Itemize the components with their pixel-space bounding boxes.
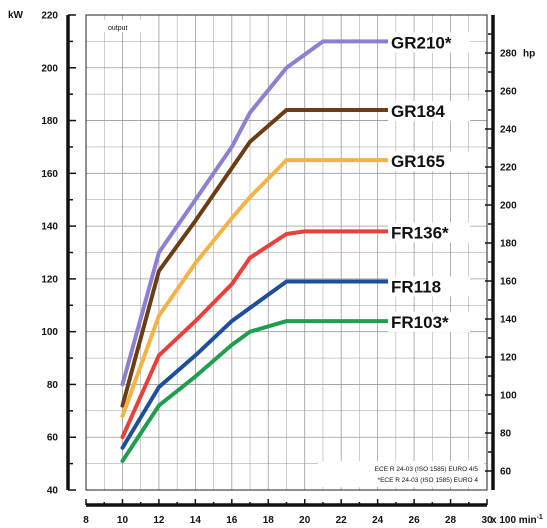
notes-bg — [318, 461, 484, 487]
bottom-tick-label: 22 — [336, 515, 348, 526]
left-tick-label: 220 — [41, 11, 58, 22]
note-line-1: ECE R 24-03 (ISO 1585) EURO 4/5 — [375, 466, 479, 473]
right-tick-label: 140 — [500, 315, 517, 326]
left-tick-label: 60 — [47, 433, 59, 444]
right-tick-label: 180 — [500, 239, 517, 250]
left-tick-label: 40 — [47, 486, 59, 497]
note-line-2: *ECE R 24-03 (ISO 1585) EURO 4 — [378, 477, 479, 484]
series-line-gr210 — [120, 39, 398, 387]
series-label: GR165 — [391, 152, 445, 171]
bottom-tick-label: 10 — [117, 515, 129, 526]
plot-frame — [85, 14, 488, 491]
series-label-bg — [388, 101, 470, 121]
right-tick-label: 220 — [500, 163, 517, 174]
bottom-tick-label: 28 — [445, 515, 457, 526]
bottom-axis-unit: x 100 min-1 — [491, 514, 543, 526]
series-label-bg — [388, 32, 470, 53]
right-axis-unit: hp — [523, 49, 535, 60]
bottom-tick-label: 18 — [263, 515, 275, 526]
bottom-tick-label: 16 — [226, 515, 238, 526]
bottom-tick-label: 30 — [481, 515, 493, 526]
right-tick-label: 240 — [500, 125, 517, 136]
left-tick-label: 160 — [41, 169, 58, 180]
left-tick-label: 180 — [41, 116, 58, 127]
left-tick-label: 200 — [41, 63, 58, 74]
bottom-tick-label: 8 — [83, 515, 89, 526]
bottom-tick-label: 24 — [372, 515, 384, 526]
bottom-tick-label: 14 — [190, 515, 202, 526]
bottom-tick-label: 12 — [153, 515, 165, 526]
left-tick-label: 120 — [41, 274, 58, 285]
right-tick-label: 200 — [500, 201, 517, 212]
left-axis-unit: kW — [8, 10, 24, 21]
series-label-bg — [388, 276, 470, 297]
right-tick-label: 280 — [500, 49, 517, 60]
right-tick-label: 160 — [500, 277, 517, 288]
series-line-fr103 — [120, 319, 398, 463]
inner-label-bg — [100, 20, 142, 32]
series-label-bg — [388, 151, 470, 172]
series-label: GR210* — [391, 33, 452, 52]
bottom-tick-label: 20 — [299, 515, 311, 526]
series-line-gr184 — [120, 108, 398, 408]
right-tick-label: 120 — [500, 353, 517, 364]
series-label: FR136* — [391, 223, 449, 242]
inner-label: output — [108, 25, 128, 32]
right-tick-label: 60 — [500, 467, 512, 478]
bottom-tick-label: 26 — [409, 515, 421, 526]
series-label: FR118 — [391, 278, 441, 297]
series-line-fr136 — [120, 229, 398, 440]
right-tick-label: 260 — [500, 87, 517, 98]
series-label-bg — [388, 312, 470, 333]
series-label-bg — [388, 222, 470, 243]
left-tick-label: 100 — [41, 327, 58, 338]
right-tick-label: 80 — [500, 429, 512, 440]
series-line-fr118 — [120, 279, 398, 450]
right-tick-label: 100 — [500, 391, 517, 402]
left-tick-label: 80 — [47, 380, 59, 391]
series-label: GR184 — [391, 102, 445, 121]
series-line-gr165 — [120, 158, 398, 419]
series-label: FR103* — [391, 313, 449, 332]
left-tick-label: 140 — [41, 222, 58, 233]
